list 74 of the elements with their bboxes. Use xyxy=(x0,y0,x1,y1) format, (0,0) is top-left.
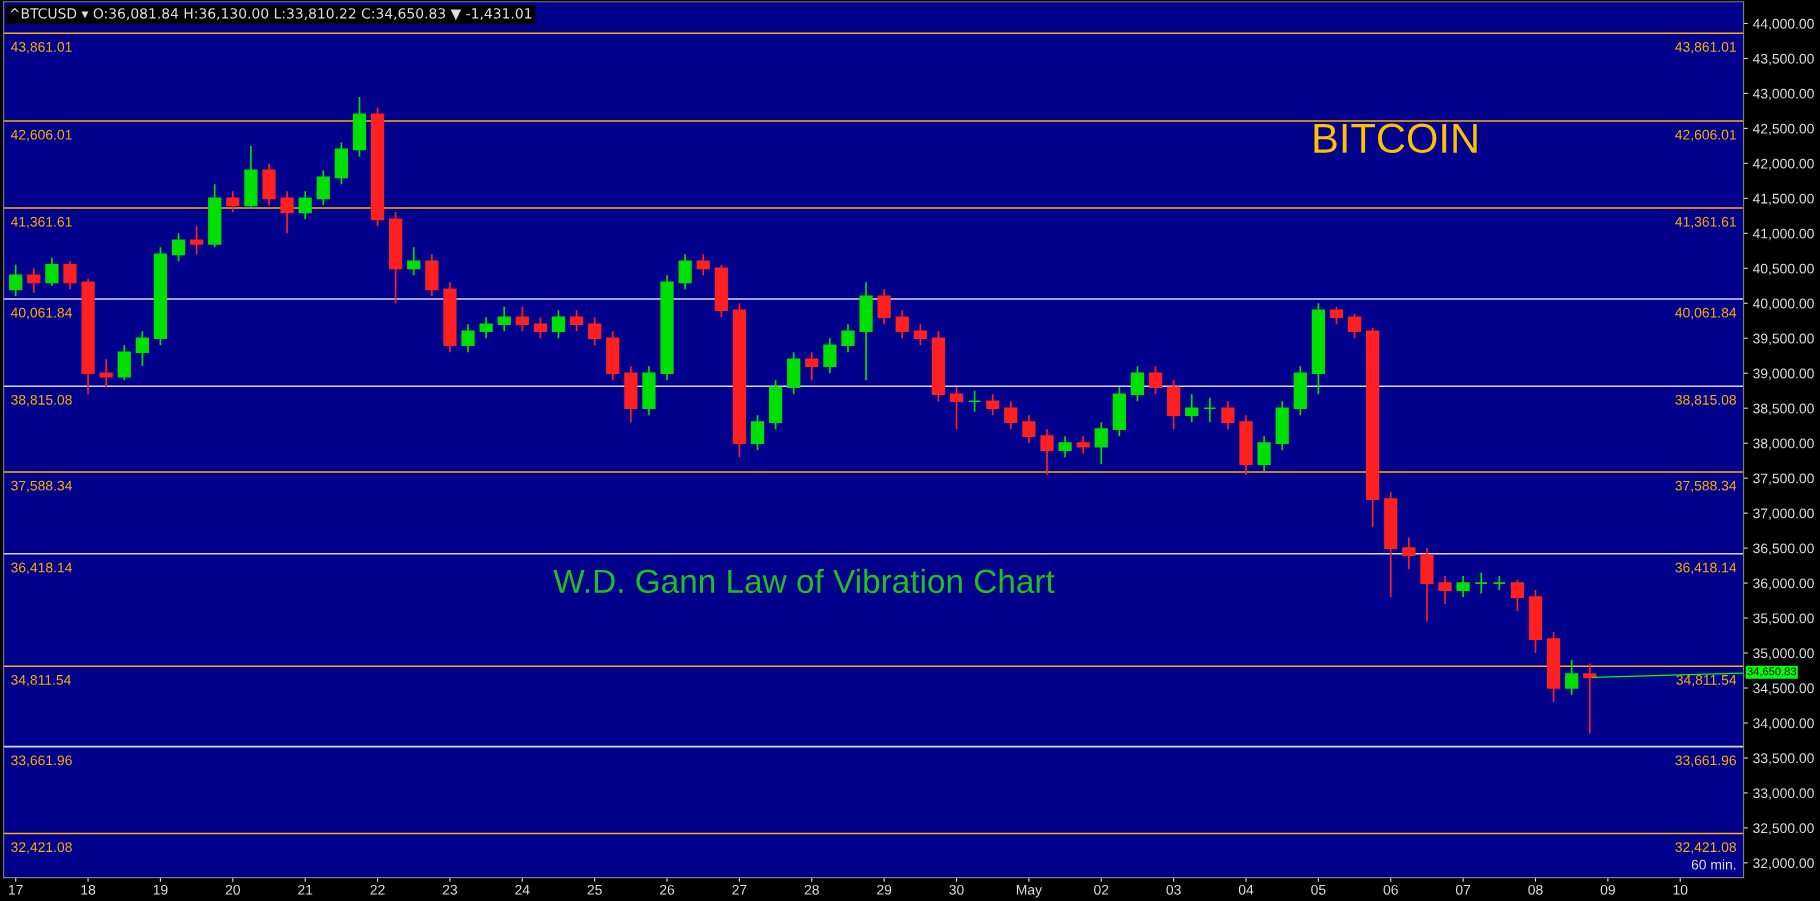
text: 32,421.08 xyxy=(1675,842,1736,854)
x-tick-label: 28 xyxy=(804,884,819,895)
ref-line-label: 40,061.84 xyxy=(10,307,72,320)
y-tick-label: 39,000.00 xyxy=(1753,368,1814,381)
x-tick-label: 19 xyxy=(153,884,168,895)
y-tick-label: 41,000.00 xyxy=(1752,228,1814,241)
y-tick-label: 43,000.00 xyxy=(1752,88,1814,101)
y-tick-label: 34,000.00 xyxy=(1753,718,1814,730)
y-tick-label: 40,500.00 xyxy=(1752,263,1814,276)
x-tick-label: 02 xyxy=(1094,884,1109,895)
text: 37,588.34 xyxy=(1675,480,1737,493)
x-tick-label: 30 xyxy=(949,884,964,895)
x-tick-label: 07 xyxy=(1455,884,1471,895)
x-tick-label: 25 xyxy=(587,884,602,895)
x-tick-label: 04 xyxy=(1238,884,1254,895)
y-tick-label: 42,500.00 xyxy=(1752,123,1814,136)
x-tick-label: 29 xyxy=(877,884,892,895)
text: 41,361.61 xyxy=(1675,216,1736,229)
text: 38,815.08 xyxy=(1675,394,1736,407)
text: 42,606.01 xyxy=(1675,129,1736,142)
text: 43,861.01 xyxy=(1675,41,1736,54)
y-tick-label: 38,000.00 xyxy=(1753,438,1814,450)
ref-line-label: 33,661.96 xyxy=(11,755,72,767)
ref-line-label: 34,811.54 xyxy=(11,674,71,687)
y-tick-label: 35,000.00 xyxy=(1753,648,1814,660)
y-tick-label: 38,500.00 xyxy=(1753,403,1814,416)
ref-line-label: 37,588.34 xyxy=(11,480,72,493)
x-tick-label: 06 xyxy=(1383,884,1398,895)
annotation: 60 min. xyxy=(1691,859,1736,870)
y-tick-label: 32,500.00 xyxy=(1753,823,1814,835)
ref-line-label: 41,361.61 xyxy=(10,216,72,229)
annotation: 34,650.83 xyxy=(1747,667,1796,677)
x-tick-label: 08 xyxy=(1528,884,1543,895)
y-tick-label: 37,500.00 xyxy=(1753,473,1814,485)
x-tick-label: 26 xyxy=(660,884,675,895)
x-tick-label: 09 xyxy=(1600,884,1615,895)
x-tick-label: 21 xyxy=(298,884,313,895)
ref-line-label: 43,861.01 xyxy=(10,41,72,54)
y-tick-label: 42,000.00 xyxy=(1752,158,1814,171)
y-tick-label: 34,500.00 xyxy=(1753,683,1814,695)
y-tick-label: 40,000.00 xyxy=(1752,298,1814,311)
y-tick-label: 32,000.00 xyxy=(1753,858,1814,870)
y-tick-label: 33,000.00 xyxy=(1753,788,1814,800)
text: W.D. Gann Law of Vibration Chart xyxy=(553,568,1055,594)
x-tick-label: 22 xyxy=(370,884,385,895)
annotation: ^BTCUSD ▾ O:36,081.84 H:36,130.00 L:33,810.22 C:34,650.83 ▼ -1,431.01 xyxy=(10,8,532,21)
y-tick-label: 36,500.00 xyxy=(1753,543,1814,555)
x-tick-label: 18 xyxy=(81,884,96,895)
ref-line-label: 36,418.14 xyxy=(11,562,72,575)
ref-line-label: 42,606.01 xyxy=(10,129,72,142)
text: BITCOIN xyxy=(1314,123,1477,154)
x-tick-label: 03 xyxy=(1166,884,1181,895)
ref-line-label: 32,421.08 xyxy=(11,842,72,854)
text: 34,811.54 xyxy=(1676,674,1737,687)
y-tick-label: 39,500.00 xyxy=(1753,333,1814,346)
x-tick-label: 23 xyxy=(442,884,458,895)
x-tick-label: 24 xyxy=(515,884,530,895)
x-tick-label: 17 xyxy=(9,885,23,895)
text: 36,418.14 xyxy=(1675,562,1737,575)
x-tick-label: 20 xyxy=(225,884,240,895)
y-tick-label: 36,000.00 xyxy=(1753,578,1814,590)
y-tick-label: 35,500.00 xyxy=(1753,613,1814,625)
x-tick-label: May xyxy=(1016,885,1042,898)
y-tick-label: 41,500.00 xyxy=(1752,193,1814,206)
x-tick-label: 27 xyxy=(732,884,747,895)
text: 33,661.96 xyxy=(1675,755,1736,767)
y-tick-label: 37,000.00 xyxy=(1753,508,1814,520)
y-tick-label: 44,000.00 xyxy=(1752,18,1814,31)
y-tick-label: 33,500.00 xyxy=(1753,753,1814,765)
x-tick-label: 05 xyxy=(1311,884,1326,895)
ref-line-label: 38,815.08 xyxy=(11,394,72,407)
text: 40,061.84 xyxy=(1675,307,1737,320)
y-tick-label: 43,500.00 xyxy=(1752,53,1814,66)
x-tick-label: 10 xyxy=(1673,884,1688,895)
